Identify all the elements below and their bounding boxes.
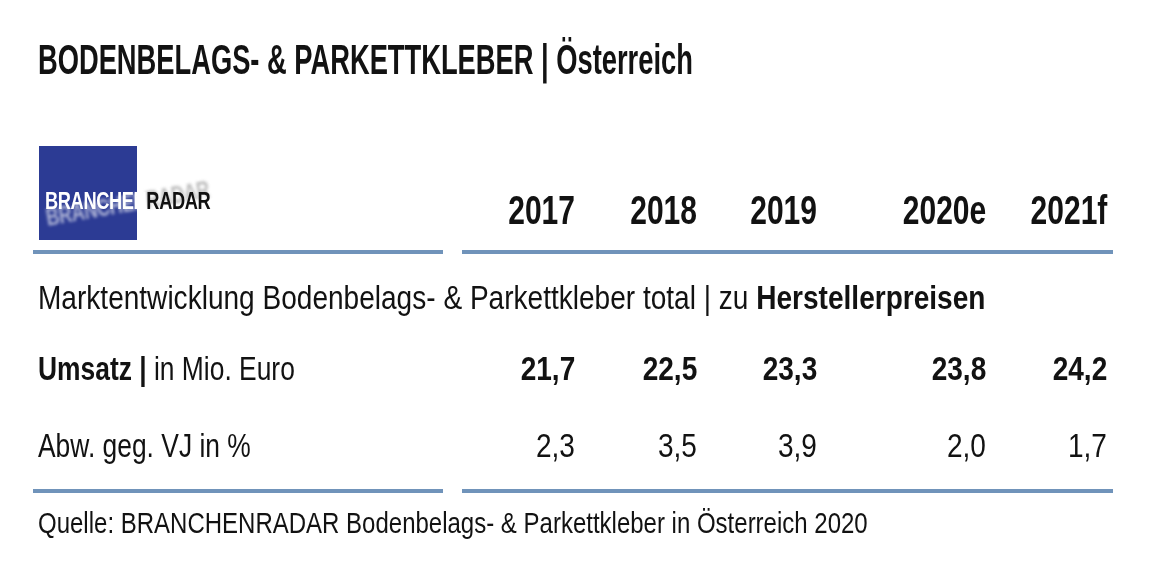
row-label-umsatz-regular: in Mio. Euro bbox=[147, 350, 295, 387]
section-header-bold: Herstellerpreisen bbox=[756, 279, 985, 316]
divider-bottom-right bbox=[462, 489, 1113, 493]
year-header-row: 2017 2018 2019 2020e 2021f bbox=[38, 188, 1107, 232]
umsatz-2017: 21,7 bbox=[438, 347, 575, 391]
umsatz-2021f: 24,2 bbox=[986, 347, 1107, 391]
section-header: Marktentwicklung Bodenbelags- & Parkettk… bbox=[38, 276, 1148, 320]
section-header-regular: Marktentwicklung Bodenbelags- & Parkettk… bbox=[38, 279, 756, 316]
table-row-umsatz: Umsatz | in Mio. Euro 21,7 22,5 23,3 23,… bbox=[38, 347, 1107, 391]
row-label-umsatz-bold: Umsatz | bbox=[38, 350, 147, 387]
source-note: Quelle: BRANCHENRADAR Bodenbelags- & Par… bbox=[38, 503, 1148, 543]
page-title-text: BODENBELAGS- & PARKETTKLEBER | Österreic… bbox=[38, 37, 693, 83]
page-title: BODENBELAGS- & PARKETTKLEBER | Österreic… bbox=[38, 37, 1045, 83]
year-header-2019: 2019 bbox=[697, 188, 817, 232]
divider-top-left bbox=[33, 250, 443, 254]
year-header-2020e: 2020e bbox=[817, 188, 986, 232]
year-header-2018: 2018 bbox=[575, 188, 697, 232]
report-page: BODENBELAGS- & PARKETTKLEBER | Österreic… bbox=[0, 0, 1168, 581]
year-header-2017: 2017 bbox=[438, 188, 575, 232]
row-label-abweichung: Abw. geg. VJ in % bbox=[38, 424, 438, 468]
abweichung-2019: 3,9 bbox=[697, 424, 817, 468]
row-label-umsatz: Umsatz | in Mio. Euro bbox=[38, 347, 438, 391]
table-row-abweichung: Abw. geg. VJ in % 2,3 3,5 3,9 2,0 1,7 bbox=[38, 424, 1107, 468]
year-header-2021f: 2021f bbox=[986, 188, 1107, 232]
umsatz-2019: 23,3 bbox=[697, 347, 817, 391]
divider-top-right bbox=[462, 250, 1113, 254]
abweichung-2018: 3,5 bbox=[575, 424, 697, 468]
abweichung-2020e: 2,0 bbox=[817, 424, 986, 468]
umsatz-2020e: 23,8 bbox=[817, 347, 986, 391]
abweichung-2021f: 1,7 bbox=[986, 424, 1107, 468]
divider-bottom-left bbox=[33, 489, 443, 493]
umsatz-2018: 22,5 bbox=[575, 347, 697, 391]
abweichung-2017: 2,3 bbox=[438, 424, 575, 468]
